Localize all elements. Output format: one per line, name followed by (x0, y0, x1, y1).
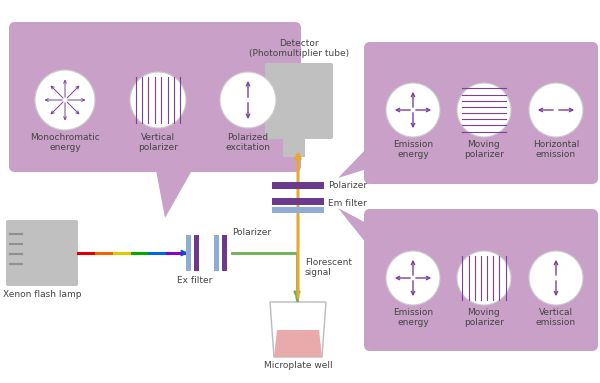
Bar (186, 235, 191, 271)
Polygon shape (270, 302, 326, 357)
FancyBboxPatch shape (364, 42, 598, 184)
Polygon shape (274, 330, 322, 357)
Text: Horizontal
emission: Horizontal emission (533, 140, 579, 159)
Bar (272, 207, 324, 213)
Text: Emission
energy: Emission energy (393, 140, 433, 159)
FancyBboxPatch shape (265, 63, 333, 139)
Polygon shape (155, 165, 195, 218)
Bar (272, 198, 324, 205)
Text: Microplate well: Microplate well (263, 361, 332, 370)
Bar (222, 235, 227, 271)
Text: Polarizer: Polarizer (232, 228, 271, 237)
Bar (194, 235, 199, 271)
Text: Monochromatic
energy: Monochromatic energy (30, 133, 100, 152)
Text: Emission
energy: Emission energy (393, 308, 433, 327)
Circle shape (386, 251, 440, 305)
Circle shape (130, 72, 186, 128)
Text: Detector
(Photomultiplier tube): Detector (Photomultiplier tube) (249, 39, 349, 58)
Circle shape (529, 251, 583, 305)
Text: Florescent
signal: Florescent signal (305, 258, 352, 277)
FancyBboxPatch shape (364, 209, 598, 351)
Circle shape (35, 70, 95, 130)
Text: Moving
polarizer: Moving polarizer (464, 308, 504, 327)
Circle shape (386, 83, 440, 137)
Text: Em filter: Em filter (328, 200, 367, 208)
Text: Polarizer: Polarizer (328, 182, 367, 190)
Bar (283, 137, 305, 157)
Polygon shape (338, 145, 370, 178)
Text: Vertical
emission: Vertical emission (536, 308, 576, 327)
Circle shape (457, 251, 511, 305)
Circle shape (220, 72, 276, 128)
Text: Ex filter: Ex filter (178, 276, 212, 285)
Text: Moving
polarizer: Moving polarizer (464, 140, 504, 159)
FancyBboxPatch shape (9, 22, 301, 172)
Circle shape (529, 83, 583, 137)
Bar (272, 182, 324, 189)
Polygon shape (338, 208, 370, 248)
Text: Vertical
polarizer: Vertical polarizer (138, 133, 178, 152)
Text: Xenon flash lamp: Xenon flash lamp (3, 290, 81, 299)
Bar (214, 235, 219, 271)
Text: Polarized
excitation: Polarized excitation (226, 133, 271, 152)
FancyBboxPatch shape (6, 220, 78, 286)
Circle shape (457, 83, 511, 137)
